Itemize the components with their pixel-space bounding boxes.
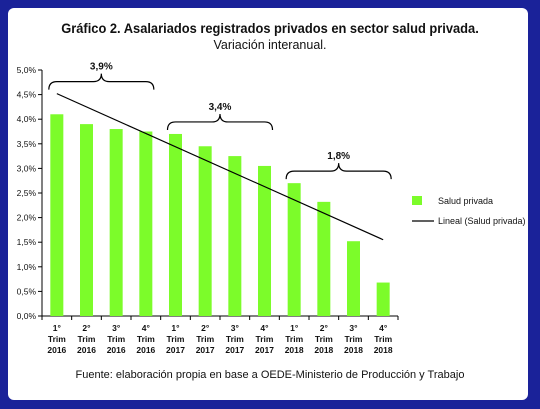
- x-tick-label: 4° Trim 2016: [136, 323, 155, 355]
- x-tick-label: 1° Trim 2016: [47, 323, 66, 355]
- bar: [228, 156, 242, 316]
- annotation-label: 3,4%: [209, 102, 232, 113]
- y-tick-label: 3,5%: [17, 139, 37, 149]
- x-tick-label: 4° Trim 2017: [255, 323, 274, 355]
- y-tick-label: 0,5%: [17, 286, 37, 296]
- bar: [258, 165, 271, 316]
- legend-label-trend: Lineal (Salud privada): [438, 216, 526, 226]
- x-tick-label: 3° Trim 2018: [344, 323, 363, 355]
- bar: [109, 129, 123, 316]
- y-tick-label: 5,0%: [17, 65, 37, 75]
- bar: [50, 114, 64, 316]
- x-tick-label: 2° Trim 2016: [77, 323, 96, 355]
- x-tick-label: 3° Trim 2017: [225, 323, 244, 355]
- bar: [376, 282, 390, 316]
- bar: [80, 124, 93, 317]
- source-note: Fuente: elaboración propia en base a OED…: [75, 369, 465, 381]
- bar: [198, 146, 212, 316]
- x-tick-label: 2° Trim 2018: [314, 323, 333, 355]
- bar: [287, 183, 301, 316]
- y-tick-label: 4,5%: [17, 90, 37, 100]
- y-tick-label: 1,5%: [17, 237, 37, 247]
- annotation-label: 3,9%: [90, 62, 113, 73]
- bar: [317, 201, 331, 316]
- bar: [169, 133, 182, 316]
- y-tick-label: 4,0%: [17, 114, 37, 124]
- y-tick-label: 3,0%: [17, 163, 37, 173]
- trend-line: [56, 93, 384, 241]
- y-tick-label: 2,0%: [17, 213, 37, 223]
- x-tick-label: 1° Trim 2017: [166, 323, 185, 355]
- annotation-label: 1,8%: [327, 151, 350, 162]
- legend-label-bar: Salud privada: [438, 196, 493, 206]
- y-tick-label: 2,5%: [17, 188, 37, 198]
- bar: [347, 241, 360, 316]
- x-tick-label: 1° Trim 2018: [285, 323, 304, 355]
- y-tick-label: 1,0%: [17, 262, 37, 272]
- chart-title: Gráfico 2. Asalariados registrados priva…: [61, 20, 479, 36]
- y-tick-label: 0,0%: [17, 311, 37, 321]
- x-tick-label: 3° Trim 2016: [107, 323, 126, 355]
- legend-swatch-bar: [412, 196, 422, 205]
- chart-subtitle: Variación interanual.: [213, 38, 327, 52]
- brace: [48, 73, 155, 90]
- bar: [139, 131, 153, 316]
- brace: [166, 113, 274, 130]
- x-tick-label: 2° Trim 2017: [196, 323, 215, 355]
- brace: [285, 163, 392, 180]
- x-tick-label: 4° Trim 2018: [374, 323, 393, 355]
